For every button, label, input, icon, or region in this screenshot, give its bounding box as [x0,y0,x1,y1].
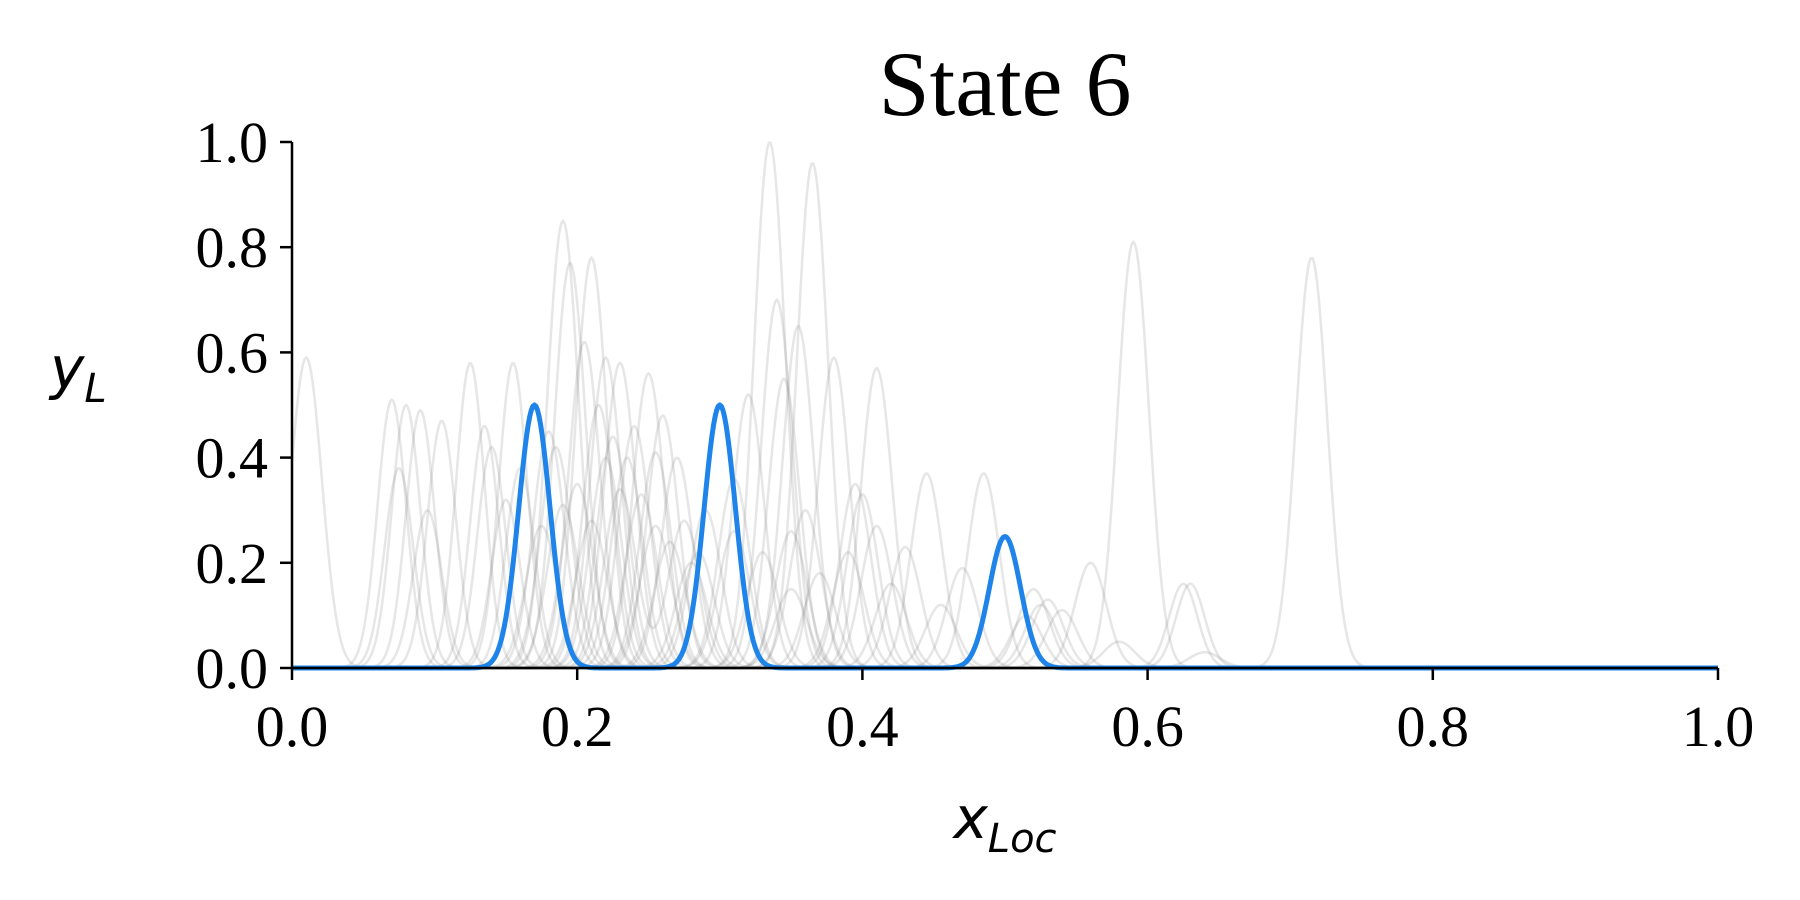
x-axis-label: xLoc [951,784,1056,862]
background-curves [290,141,1718,670]
y-tick-label: 0.4 [196,426,269,491]
y-axis-label: yL [48,334,107,412]
x-axis-label-base: x [951,784,988,852]
y-axis-label-base: y [48,334,85,402]
background-curve-16 [292,445,1718,670]
y-tick-label: 1.0 [196,110,269,175]
y-tick-label: 0.8 [196,215,269,280]
y-tick-label: 0.6 [196,320,269,385]
x-tick-label: 1.0 [1682,694,1755,759]
x-tick-label: 0.8 [1397,694,1470,759]
background-curve-24 [292,456,1718,670]
background-curve-26 [292,482,1718,670]
x-tick-label: 0.4 [826,694,899,759]
y-axis-label-sub: L [84,366,106,412]
x-axis-label-sub: Loc [988,816,1057,862]
y-axis-ticks: 0.0 0.2 0.4 0.6 0.8 1.0 [196,110,292,701]
x-tick-label: 0.0 [256,694,329,759]
background-curve-29 [292,466,1718,670]
background-curve-39 [292,451,1718,670]
chart-title: State 6 [879,33,1132,135]
background-curve-36 [292,456,1718,670]
y-tick-label: 0.2 [196,531,269,596]
x-tick-label: 0.2 [541,694,614,759]
background-curve-2 [292,218,1718,670]
background-curve-25 [292,446,1718,670]
x-tick-label: 0.6 [1111,694,1184,759]
y-tick-label: 0.0 [196,636,269,701]
x-axis-ticks: 0.0 0.2 0.4 0.6 0.8 1.0 [256,668,1755,759]
background-curve-20 [292,456,1718,670]
